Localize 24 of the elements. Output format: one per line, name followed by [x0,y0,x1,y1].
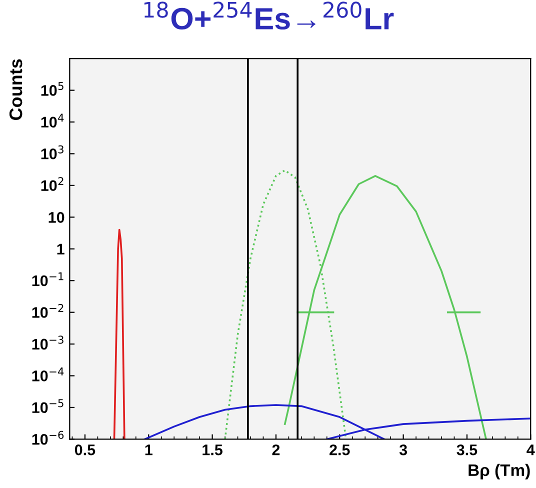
x-tick-label: 3 [399,444,407,456]
x-tick-label: 2.5 [330,444,350,456]
x-tick-label: 1 [145,444,152,456]
y-tick-label: 10$^{4}$ [41,114,64,128]
y-tick-label: 10$^{−5}$ [32,399,64,414]
x-tick-label: 1.5 [202,444,222,456]
x-tick-label: 0.5 [74,444,96,456]
x-tick-label: 3.5 [456,444,478,456]
y-tick-label: 10$^{−2}$ [32,304,64,318]
y-tick-label: 10$^{2}$ [41,177,64,192]
x-axis-title: Bρ (Tm) [468,464,530,480]
y-tick-label: 10$^{−3}$ [32,336,64,350]
x-tick-label: 4 [526,444,535,456]
y-tick-label: 10$^{−4}$ [32,368,64,382]
y-tick-label: 10$^{−6}$ [32,430,64,445]
chart-title: $^{18}$O+$^{254}$Es→$^{260}$Lr [144,2,394,30]
y-axis-title: Counts [9,59,22,120]
y-tick-label: 10$^{3}$ [41,145,64,160]
y-tick-label: 1 [57,244,64,254]
line-series [113,228,126,440]
x-tick-label: 2 [272,444,280,456]
y-tick-label: 10$^{5}$ [41,82,64,96]
y-tick-label: 10$^{−1}$ [32,272,64,286]
y-tick-label: 10 [48,212,64,223]
